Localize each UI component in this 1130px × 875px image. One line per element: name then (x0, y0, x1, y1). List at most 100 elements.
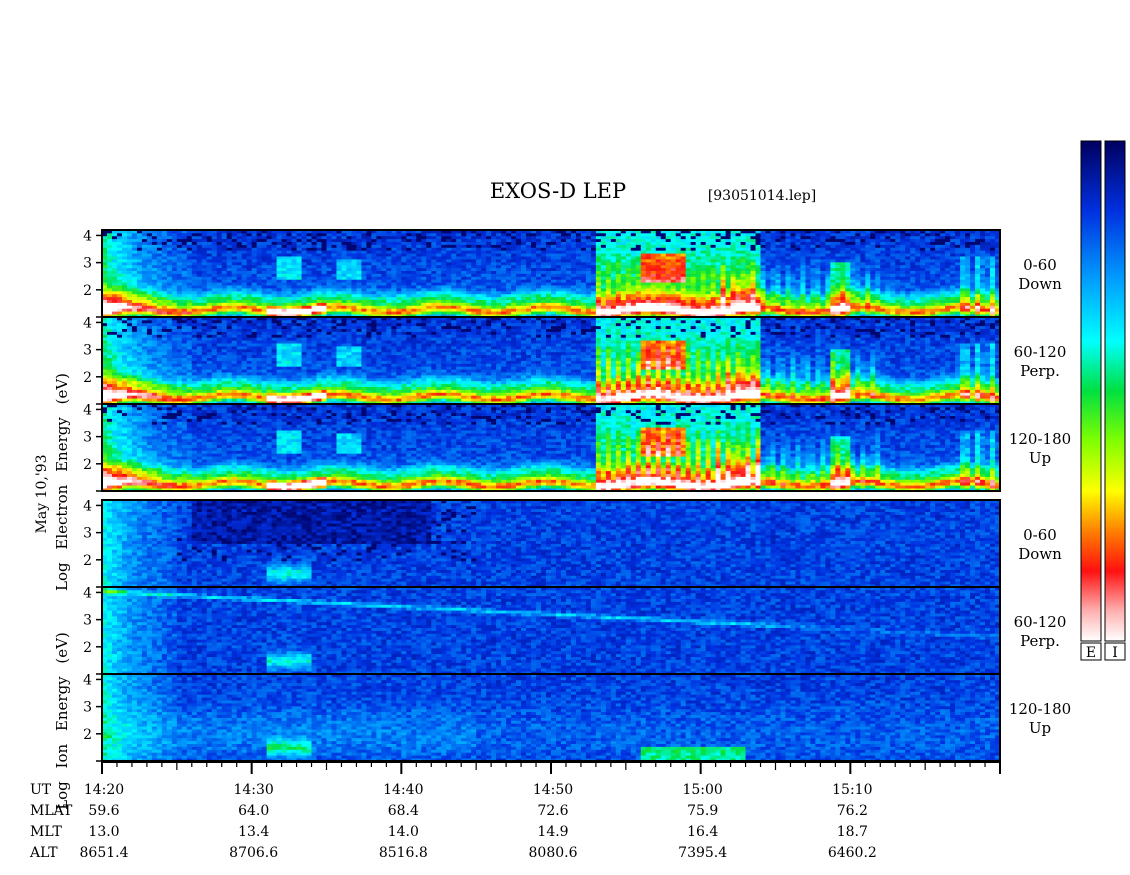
spectrogram-cell (516, 279, 522, 283)
spectrogram-cell (461, 230, 467, 234)
spectrogram-cell (121, 308, 128, 312)
spectrogram-cell (371, 230, 377, 234)
spectrogram-cell (870, 279, 876, 283)
spectrogram-cell (156, 288, 163, 292)
spectrogram-cell (436, 273, 442, 277)
spectrogram-cell (441, 247, 447, 251)
spectrogram-cell (605, 279, 612, 283)
spectrogram-cell (536, 276, 542, 280)
spectrogram-cell (605, 305, 612, 309)
spectrogram-cell (595, 235, 602, 240)
spectrogram-cell (396, 238, 402, 242)
spectrogram-cell (516, 302, 522, 306)
spectrogram-cell (326, 296, 332, 300)
spectrogram-cell (171, 238, 178, 242)
spectrogram-cell (605, 270, 612, 274)
spectrogram-cell (840, 270, 846, 274)
spectrogram-cell (650, 276, 657, 280)
spectrogram-cell (296, 256, 302, 260)
spectrogram-cell (116, 238, 123, 242)
spectrogram-cell (176, 241, 183, 245)
spectrogram-cell (171, 244, 178, 248)
spectrogram-cell (206, 288, 213, 292)
spectrogram-cell (496, 264, 502, 269)
spectrogram-cell (206, 253, 213, 257)
spectrogram-cell (216, 232, 223, 237)
spectrogram-cell (810, 285, 816, 289)
spectrogram-cell (291, 290, 297, 295)
spectrogram-cell (102, 290, 108, 295)
spectrogram-cell (316, 299, 322, 303)
spectrogram-cell (705, 241, 712, 245)
spectrogram-cell (870, 250, 876, 254)
spectrogram-cell (486, 290, 492, 295)
spectrogram-cell (560, 285, 567, 289)
spectrogram-cell (720, 259, 727, 263)
spectrogram-cell (580, 293, 587, 298)
spectrogram-cell (765, 302, 771, 306)
spectrogram-cell (635, 230, 642, 234)
spectrogram-cell (106, 238, 113, 242)
spectrogram-cell (206, 264, 213, 269)
spectrogram-cell (855, 311, 861, 315)
spectrogram-cell (690, 256, 697, 260)
spectrogram-cell (605, 299, 612, 303)
spectrogram-cell (845, 264, 851, 269)
spectrogram-cell (595, 299, 602, 303)
spectrogram-cell (281, 259, 287, 263)
spectrogram-cell (481, 290, 487, 295)
spectrogram-cell (536, 273, 542, 277)
spectrogram-cell (301, 302, 307, 306)
spectrogram-cell (760, 250, 766, 254)
spectrogram-cell (146, 305, 153, 309)
spectrogram-cell (880, 247, 886, 251)
spectrogram-cell (725, 270, 731, 274)
spectrogram-cell (311, 232, 317, 237)
spectrogram-cell (850, 270, 856, 274)
spectrogram-cell (800, 299, 806, 303)
spectrogram-cell (116, 311, 123, 315)
spectrogram-cell (720, 241, 727, 245)
spectrogram-cell (461, 314, 467, 318)
spectrogram-cell (391, 285, 397, 289)
spectrogram-cell (875, 235, 881, 240)
spectrogram-cell (675, 302, 682, 306)
spectrogram-cell (675, 244, 682, 248)
spectrogram-cell (860, 232, 866, 237)
spectrogram-cell (850, 250, 856, 254)
spectrogram-cell (386, 288, 392, 292)
spectrogram-cell (695, 276, 702, 280)
spectrogram-cell (311, 290, 317, 295)
spectrogram-cell (765, 290, 771, 295)
spectrogram-cell (715, 279, 722, 283)
spectrogram-cell (306, 264, 312, 269)
spectrogram-cell (845, 311, 851, 315)
spectrogram-cell (401, 290, 407, 295)
spectrogram-cell (780, 299, 786, 303)
spectrogram-cell (216, 267, 223, 271)
spectrogram-cell (231, 238, 238, 242)
spectrogram-cell (501, 232, 507, 237)
spectrogram-cell (685, 308, 692, 312)
spectrogram-cell (131, 285, 138, 289)
spectrogram-cell (815, 273, 821, 277)
spectrogram-cell (526, 270, 532, 274)
spectrogram-cell (845, 314, 851, 318)
spectrogram-cell (376, 235, 382, 240)
spectrogram-cell (725, 308, 731, 312)
spectrogram-cell (565, 299, 572, 303)
spectrogram-cell (291, 311, 297, 315)
spectrogram-cell (880, 267, 886, 271)
spectrogram-cell (116, 299, 123, 303)
spectrogram-cell (620, 247, 627, 251)
spectrogram-cell (116, 314, 123, 318)
spectrogram-cell (246, 311, 253, 315)
spectrogram-cell (406, 235, 412, 240)
spectrogram-cell (675, 253, 682, 257)
spectrogram-cell (820, 308, 826, 312)
spectrogram-cell (665, 314, 672, 318)
spectrogram-cell (755, 305, 761, 309)
spectrogram-cell (406, 279, 412, 283)
spectrogram-cell (605, 302, 612, 306)
spectrogram-cell (880, 305, 886, 309)
